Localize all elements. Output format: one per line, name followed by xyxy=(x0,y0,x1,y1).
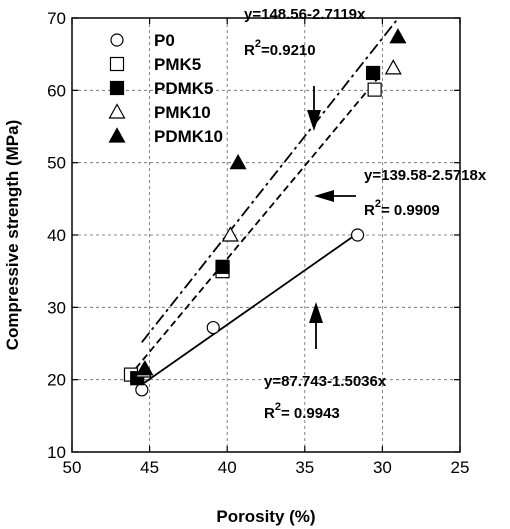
annotation-top: y=148.56-2.7119x R2=0.9210 xyxy=(244,6,366,59)
y-tick-label: 10 xyxy=(47,443,66,462)
y-axis-title: Compressive strength (MPa) xyxy=(3,120,22,351)
annotation-middle: y=139.58-2.5718x R2= 0.9909 xyxy=(364,167,487,219)
arrow-up-icon xyxy=(309,302,323,349)
legend-label-pmk5: PMK5 xyxy=(154,55,201,74)
marker-layer xyxy=(123,28,407,397)
x-tick-label: 30 xyxy=(373,458,392,477)
annotation-bottom-r2: R2= 0.9943 xyxy=(264,401,340,422)
legend-marker-pdmk5 xyxy=(109,80,125,96)
grid-layer xyxy=(72,18,460,452)
data-point-pdmk5 xyxy=(215,259,230,274)
y-tick-label: 30 xyxy=(47,298,66,317)
data-point-p0 xyxy=(135,383,149,397)
x-tick-label: 25 xyxy=(451,458,470,477)
data-point-pdmk5 xyxy=(365,65,381,81)
data-point-pmk10 xyxy=(221,226,239,242)
data-point-pdmk10 xyxy=(136,360,154,376)
arrow-left-icon xyxy=(314,190,356,202)
legend: P0 PMK5 PDMK5 PMK10 PDMK10 xyxy=(108,31,223,146)
arrow-head xyxy=(307,110,321,131)
annotation-middle-equation: y=139.58-2.5718x xyxy=(364,167,487,184)
fit-line-solid xyxy=(138,232,359,388)
arrow-head xyxy=(314,190,334,202)
y-tick-label: 70 xyxy=(47,9,66,28)
legend-label-p0: P0 xyxy=(154,31,175,50)
y-tick-label: 50 xyxy=(47,154,66,173)
data-point-pdmk10 xyxy=(229,153,247,170)
legend-marker-p0 xyxy=(110,33,124,47)
y-tick-label: 20 xyxy=(47,371,66,390)
x-tick-label: 40 xyxy=(218,458,237,477)
annotation-bottom-equation: y=87.743-1.5036x xyxy=(264,373,387,390)
x-tick-label: 35 xyxy=(295,458,314,477)
data-point-pdmk10 xyxy=(389,28,407,44)
annotation-top-r2: R2=0.9210 xyxy=(244,38,316,59)
data-point-p0 xyxy=(206,320,220,335)
legend-label-pdmk5: PDMK5 xyxy=(154,79,214,98)
data-point-pmk5 xyxy=(367,82,382,97)
tick-layer: 50 45 40 35 30 25 10 20 30 40 50 60 70 xyxy=(47,9,469,477)
arrow-head xyxy=(309,302,323,323)
x-axis-title: Porosity (%) xyxy=(216,507,315,526)
x-tick-label: 50 xyxy=(63,458,82,477)
annotation-top-equation: y=148.56-2.7119x xyxy=(244,6,366,23)
annotation-bottom: y=87.743-1.5036x R2= 0.9943 xyxy=(264,373,387,422)
legend-label-pdmk10: PDMK10 xyxy=(154,127,223,146)
data-point-pmk10 xyxy=(384,59,402,75)
x-tick-label: 45 xyxy=(140,458,159,477)
legend-label-pmk10: PMK10 xyxy=(154,103,211,122)
data-point-p0 xyxy=(350,228,365,242)
arrow-down-icon xyxy=(307,86,321,131)
legend-marker-pdmk10 xyxy=(108,127,126,143)
fit-line-dashed xyxy=(134,72,384,370)
arrow-layer xyxy=(307,86,356,349)
legend-marker-pmk5 xyxy=(109,56,125,72)
y-tick-label: 40 xyxy=(47,226,66,245)
annotation-middle-r2: R2= 0.9909 xyxy=(364,198,440,219)
y-tick-label: 60 xyxy=(47,81,66,100)
legend-marker-pmk10 xyxy=(108,103,126,119)
fit-layer xyxy=(134,20,398,388)
